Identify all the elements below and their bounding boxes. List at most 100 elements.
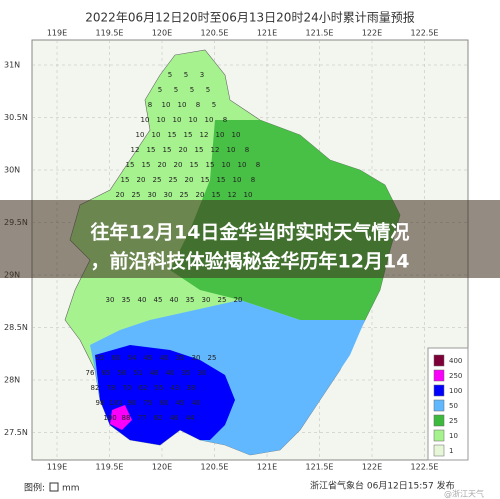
- rain-value: 8: [256, 161, 260, 169]
- lon-label: 122.5E: [411, 463, 439, 472]
- rain-value: 20: [158, 161, 167, 169]
- lon-label: 121.5E: [306, 29, 334, 38]
- rain-value: 15: [121, 176, 130, 184]
- rain-value: 78: [107, 384, 116, 392]
- legend-label: 1: [449, 447, 453, 455]
- rain-value: 5: [174, 86, 178, 94]
- rain-value: 25: [153, 176, 162, 184]
- rain-value: 25: [180, 191, 189, 199]
- lon-label: 120E: [152, 29, 172, 38]
- rain-value: 60: [160, 399, 169, 407]
- lon-label: 120E: [152, 463, 172, 472]
- rain-value: 100: [103, 414, 116, 422]
- rain-value: 77: [138, 414, 147, 422]
- rain-value: 75: [144, 399, 153, 407]
- rain-value: 12: [200, 131, 209, 139]
- rain-value: 15: [163, 146, 172, 154]
- rain-value: 15: [195, 146, 204, 154]
- rain-value: 8: [245, 146, 249, 154]
- rain-value: 15: [147, 146, 156, 154]
- rain-value: 44: [186, 414, 195, 422]
- lat-label: 28.5N: [4, 323, 28, 332]
- rain-value: 40: [166, 369, 175, 377]
- rain-value: 35: [176, 354, 185, 362]
- rain-value: 55: [155, 384, 164, 392]
- rain-value: 51: [134, 369, 143, 377]
- rain-value: 8: [196, 101, 200, 109]
- rain-value: 30: [198, 369, 207, 377]
- lon-label: 119.5E: [96, 29, 124, 38]
- rain-value: 43: [171, 384, 180, 392]
- lon-label: 122E: [362, 29, 382, 38]
- rain-value: 98: [96, 399, 105, 407]
- rain-value: 25: [218, 296, 227, 304]
- legend-swatch: [433, 384, 445, 397]
- banner-line: ，前沿科技体验揭秘金华历年12月14: [91, 250, 410, 273]
- rain-value: 20: [185, 176, 194, 184]
- rain-value: 10: [222, 161, 231, 169]
- banner-line: 往年12月14日金华当时实时天气情况: [91, 221, 410, 244]
- rain-value: 20: [174, 161, 183, 169]
- map-title: 2022年06月12日20时至06月13日20时24小时累计雨量预报: [85, 10, 414, 25]
- rain-value: 88: [122, 414, 131, 422]
- rain-value: 10: [157, 116, 166, 124]
- rain-value: 5: [158, 86, 162, 94]
- rain-value: 10: [238, 161, 247, 169]
- rain-value: 30: [192, 354, 201, 362]
- rain-value: 10: [189, 116, 198, 124]
- legend-swatch-outline: [49, 482, 59, 492]
- rain-value: 25: [208, 354, 217, 362]
- rain-value: 5: [184, 71, 188, 79]
- rain-value: 10: [152, 131, 161, 139]
- rain-value: 76: [86, 369, 95, 377]
- rain-value: 8: [251, 176, 255, 184]
- legend: 400 250 100 50 25 10 1: [427, 347, 469, 461]
- legend-label: 10: [449, 432, 458, 440]
- banner-background: [0, 200, 500, 278]
- rain-value: 8: [148, 101, 152, 109]
- rain-value: 54: [128, 354, 137, 362]
- rain-value: 70: [123, 384, 132, 392]
- rain-value: 20: [179, 146, 188, 154]
- rain-value: 8: [223, 116, 227, 124]
- legend-label: 25: [449, 417, 458, 425]
- rain-value: 5: [168, 71, 172, 79]
- rain-value: 12: [211, 146, 220, 154]
- rain-value: 15: [212, 191, 221, 199]
- rain-value: 40: [160, 354, 169, 362]
- rain-value: 45: [154, 296, 163, 304]
- rain-value: 10: [227, 146, 236, 154]
- legend-unit: mm: [62, 484, 80, 494]
- rain-value: 10: [244, 191, 253, 199]
- lon-label: 121E: [257, 29, 277, 38]
- rain-value: 65: [102, 369, 111, 377]
- legend-label: 250: [449, 372, 462, 380]
- lat-label: 31N: [4, 61, 20, 70]
- rain-value: 15: [126, 161, 135, 169]
- rain-value: 25: [132, 191, 141, 199]
- rain-value: 12: [131, 146, 140, 154]
- rain-value: 10: [233, 176, 242, 184]
- lon-label: 119.5E: [96, 463, 124, 472]
- lon-label: 122E: [362, 463, 382, 472]
- rain-value: 15: [217, 176, 226, 184]
- rain-value: 20: [137, 176, 146, 184]
- rain-value: 48: [150, 369, 159, 377]
- rain-value: 56: [118, 369, 127, 377]
- rain-value: 30: [164, 191, 173, 199]
- rain-value: 25: [169, 176, 178, 184]
- rain-value: 15: [201, 176, 210, 184]
- legend-swatch: [433, 369, 445, 382]
- issuer: 浙江省气象台 06月12日15:57 发布: [310, 480, 455, 492]
- rain-value: 12: [228, 191, 237, 199]
- watermark: @浙江天气: [444, 489, 484, 499]
- rain-value: 101: [109, 399, 122, 407]
- rain-value: 10: [162, 101, 171, 109]
- legend-swatch: [433, 429, 445, 442]
- legend-label: 50: [449, 402, 458, 410]
- lon-label: 120.5E: [201, 463, 229, 472]
- lon-label: 119E: [47, 29, 67, 38]
- legend-label: 100: [449, 387, 462, 395]
